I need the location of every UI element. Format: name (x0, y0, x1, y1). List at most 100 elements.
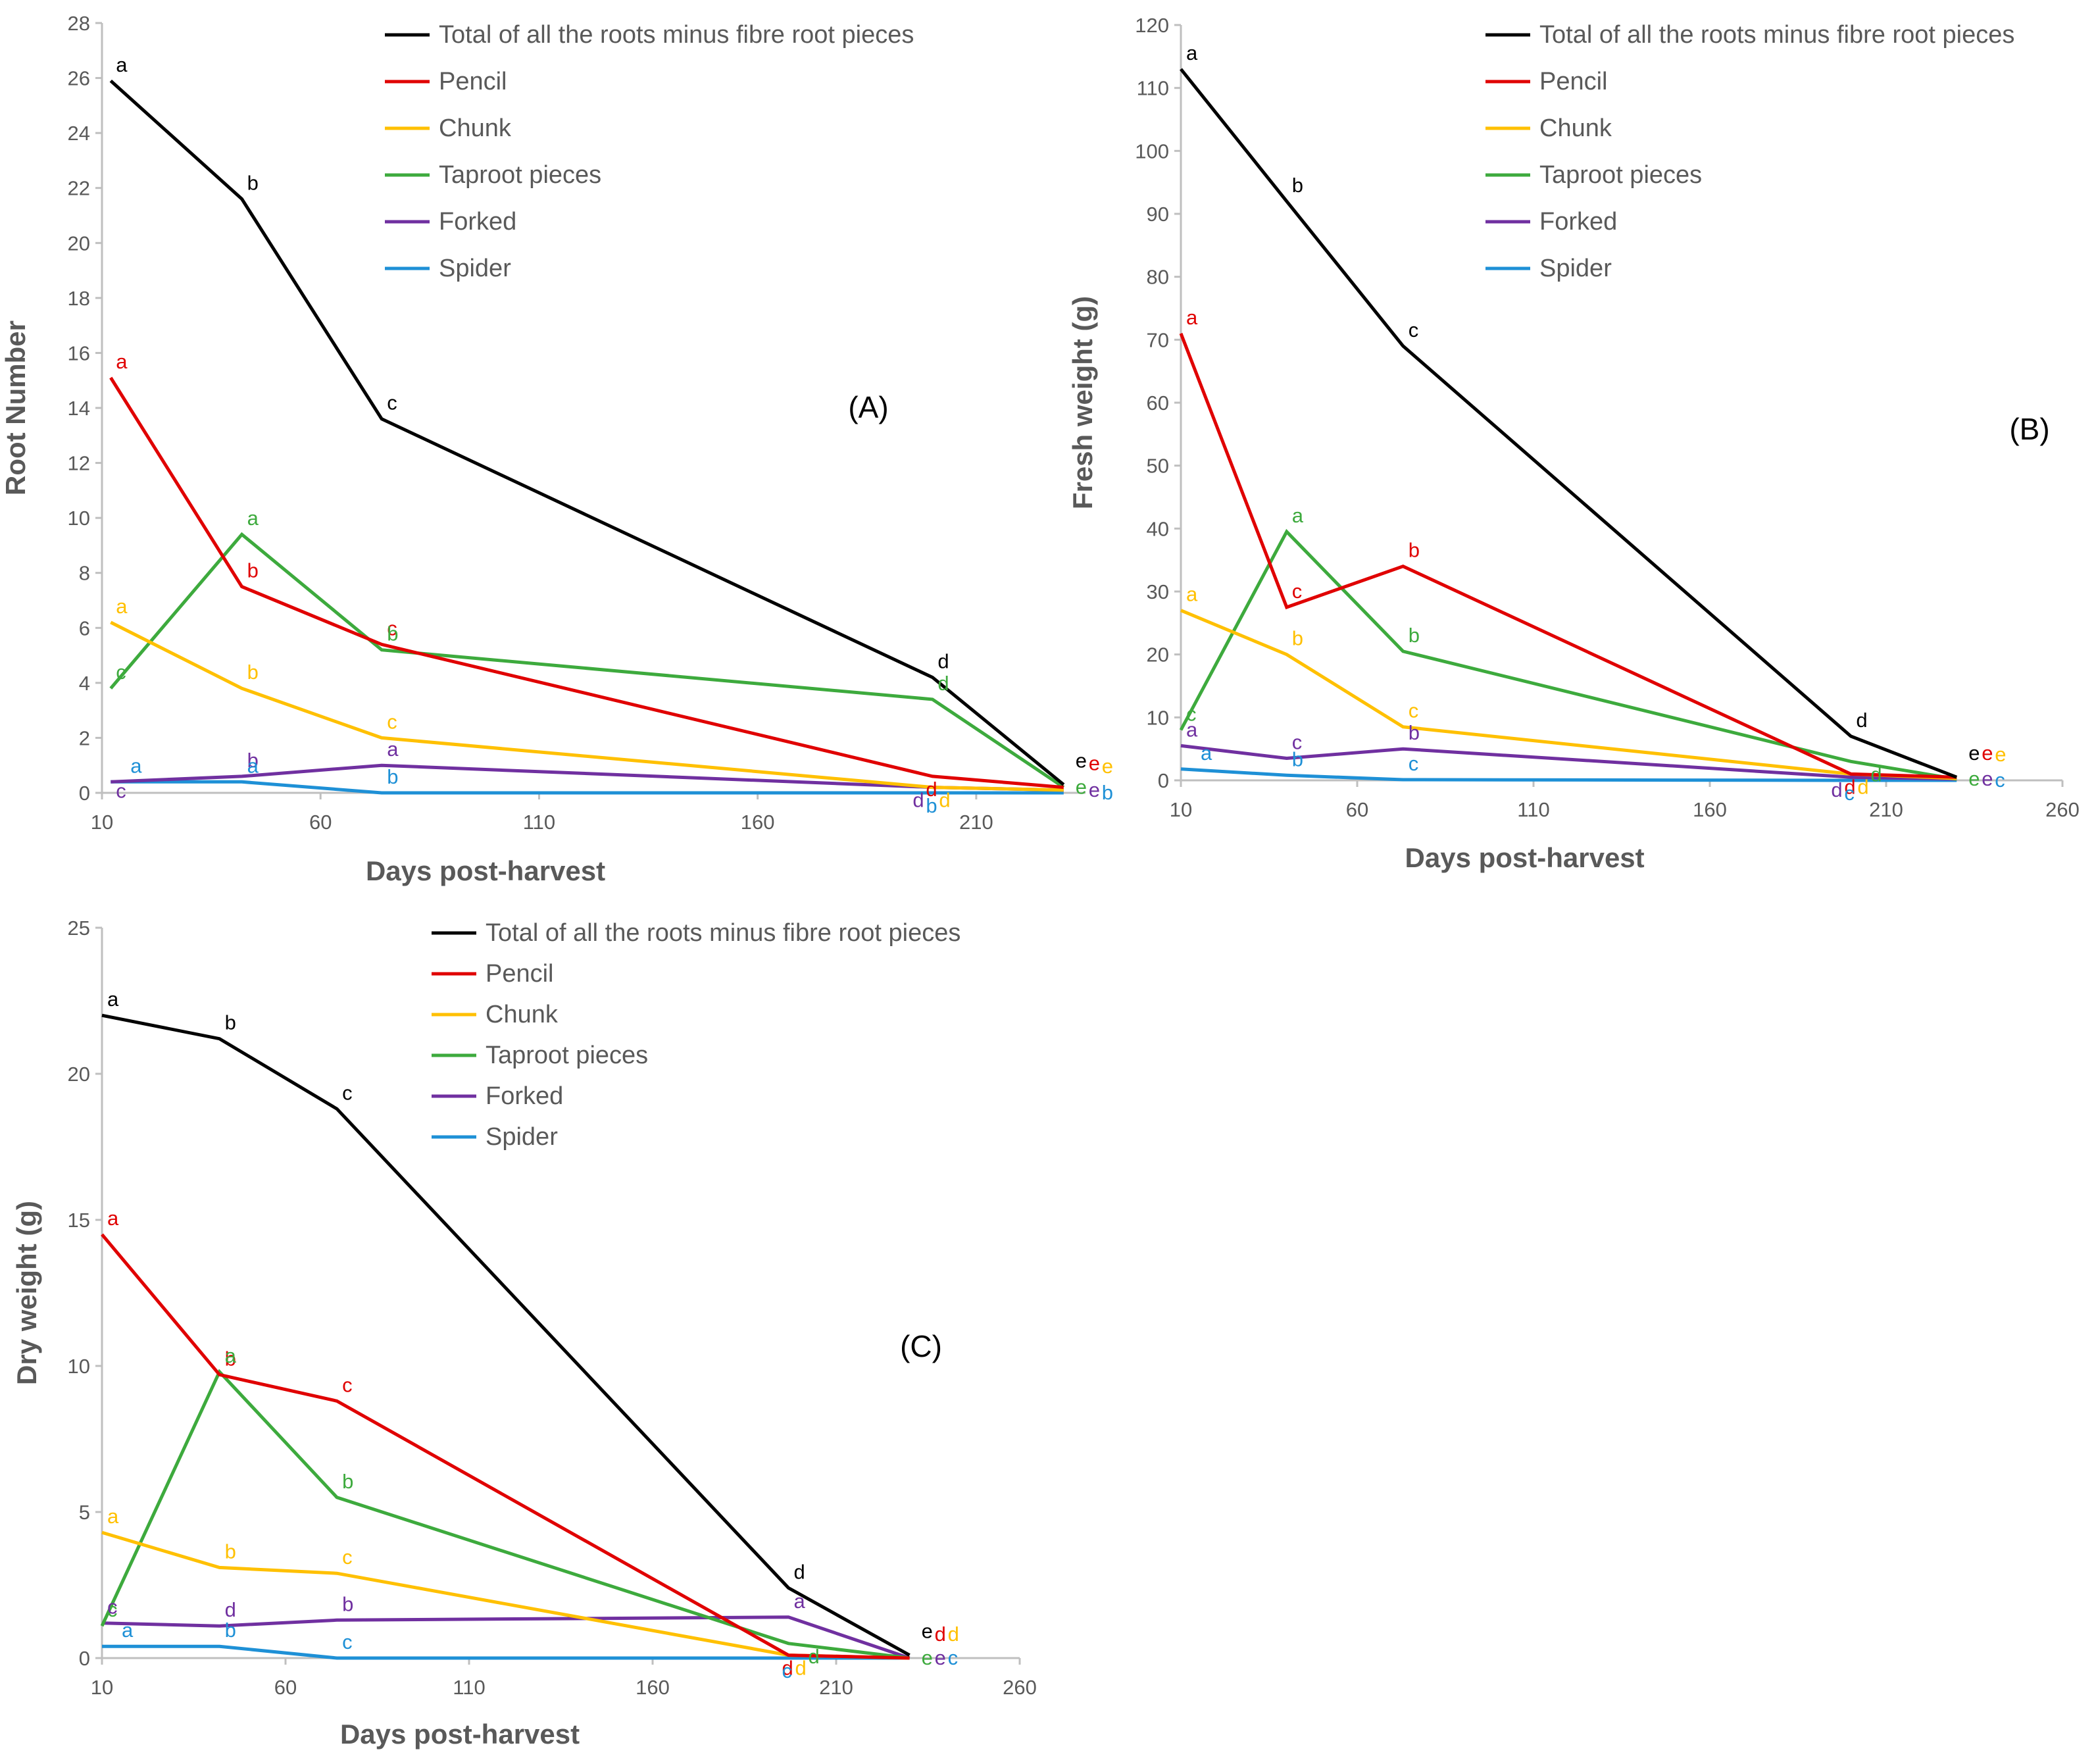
series-line-spider (111, 780, 1064, 795)
significance-letter-pencil: a (116, 350, 128, 373)
x-tick-label: 110 (1517, 798, 1549, 821)
series-line-spider (102, 1644, 910, 1660)
y-tick-label: 25 (68, 917, 90, 940)
y-tick-label: 20 (68, 232, 90, 255)
y-tick-label: 10 (1147, 706, 1169, 729)
significance-letter-total: e (1076, 749, 1087, 772)
significance-letter-pencil: e (1089, 752, 1100, 775)
significance-letter-pencil: c (1292, 580, 1303, 603)
significance-letter-spider: c (342, 1630, 353, 1653)
significance-letter-spider: c (1844, 782, 1855, 805)
x-tick-label: 110 (523, 811, 555, 834)
significance-letter-taproot: a (247, 507, 259, 530)
y-tick-label: 70 (1147, 328, 1169, 351)
significance-letter-pencil: d (1844, 775, 1855, 798)
x-tick-label: 60 (274, 1676, 297, 1699)
significance-letter-forked: e (1982, 767, 1993, 790)
legend-label-pencil: Pencil (439, 68, 507, 95)
significance-letter-forked: e (1089, 778, 1100, 801)
x-tick-label: 10 (1170, 798, 1192, 821)
legend-label-chunk: Chunk (486, 1001, 559, 1028)
significance-letter-spider: c (948, 1646, 959, 1669)
panel-label: (A) (848, 390, 888, 424)
significance-letter-forked: b (247, 749, 259, 772)
x-tick-label: 60 (1346, 798, 1368, 821)
significance-letter-pencil: d (935, 1623, 946, 1646)
significance-letter-spider: c (1409, 752, 1419, 775)
significance-letter-spider: b (387, 765, 398, 788)
y-tick-label: 5 (79, 1501, 90, 1524)
legend-label-total: Total of all the roots minus fibre root … (439, 21, 914, 49)
significance-letter-forked: d (912, 789, 924, 812)
significance-letter-total: d (794, 1560, 805, 1583)
significance-letter-taproot: b (1409, 624, 1420, 647)
significance-letter-total: d (937, 650, 949, 673)
y-tick-label: 0 (1158, 769, 1169, 792)
x-tick-label: 260 (2045, 798, 2080, 821)
y-tick-label: 22 (68, 177, 90, 200)
significance-letter-total: c (387, 391, 397, 415)
significance-letter-pencil: b (225, 1347, 236, 1370)
series-line-pencil (101, 1233, 910, 1660)
x-tick-label: 160 (1693, 798, 1727, 821)
legend-label-total: Total of all the roots minus fibre root … (486, 919, 961, 947)
y-tick-label: 120 (1135, 14, 1169, 37)
y-tick-label: 90 (1147, 203, 1169, 226)
significance-letter-forked: a (794, 1590, 806, 1613)
x-axis-title: Days post-harvest (366, 855, 605, 886)
significance-letter-chunk: b (1292, 627, 1303, 650)
significance-letter-taproot: c (107, 1598, 118, 1621)
significance-letter-forked: b (1409, 721, 1420, 744)
significance-letter-total: b (225, 1011, 236, 1034)
significance-letter-total: a (116, 53, 128, 76)
legend-label-spider: Spider (439, 255, 511, 282)
significance-letter-pencil: a (107, 1207, 119, 1230)
significance-letter-total: c (342, 1081, 353, 1104)
y-tick-label: 8 (79, 562, 90, 585)
significance-letter-chunk: a (116, 595, 128, 618)
y-axis-title: Dry weight (g) (11, 1201, 42, 1385)
x-axis-title: Days post-harvest (340, 1719, 580, 1750)
y-tick-label: 40 (1147, 517, 1169, 540)
panel-label: (B) (2009, 412, 2049, 446)
significance-letter-taproot: b (342, 1470, 353, 1493)
legend-label-spider: Spider (1539, 255, 1612, 282)
legend-label-pencil: Pencil (486, 960, 554, 988)
y-tick-label: 28 (68, 12, 90, 35)
significance-letter-pencil: d (782, 1657, 793, 1680)
x-tick-label: 210 (1869, 798, 1903, 821)
significance-letter-spider: b (1292, 747, 1303, 770)
x-tick-label: 210 (819, 1676, 853, 1699)
significance-letter-total: c (1409, 318, 1419, 341)
significance-letter-pencil: d (926, 778, 937, 801)
significance-letter-spider: c (1995, 769, 2005, 792)
significance-letter-pencil: a (1186, 306, 1198, 329)
significance-letter-taproot: d (937, 672, 949, 695)
x-tick-label: 260 (1003, 1676, 1037, 1699)
significance-letter-taproot: c (116, 661, 126, 684)
series-line-forked (1180, 743, 1957, 781)
legend-label-chunk: Chunk (439, 114, 512, 142)
y-axis-title: Root Number (0, 320, 31, 495)
legend-label-taproot: Taproot pieces (439, 161, 601, 189)
significance-letter-spider: a (122, 1619, 134, 1642)
series-line-spider (1180, 767, 1957, 782)
significance-letter-forked: c (116, 779, 126, 802)
series-line-taproot (1179, 528, 1957, 781)
significance-letter-forked: a (387, 738, 399, 761)
significance-letter-chunk: d (948, 1623, 959, 1646)
significance-letter-chunk: c (1409, 699, 1419, 722)
significance-letter-chunk: d (795, 1657, 807, 1680)
y-tick-label: 110 (1137, 77, 1169, 100)
significance-letter-total: b (247, 171, 259, 194)
significance-letter-taproot: a (225, 1344, 237, 1367)
significance-letter-spider: a (130, 754, 142, 777)
legend-label-chunk: Chunk (1539, 114, 1612, 142)
y-tick-label: 26 (68, 67, 90, 90)
significance-letter-chunk: d (939, 789, 950, 812)
significance-letter-pencil: b (1409, 539, 1420, 562)
significance-letter-taproot: e (1076, 776, 1087, 799)
series-line-total (1180, 68, 1958, 779)
significance-letter-forked: b (342, 1592, 353, 1615)
